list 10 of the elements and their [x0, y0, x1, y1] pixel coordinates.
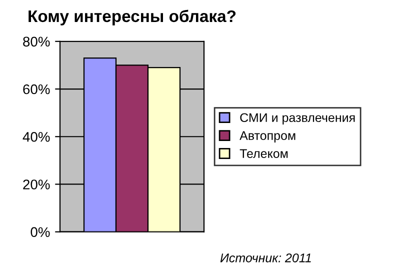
y-tick-label: 0% [30, 227, 50, 238]
legend-label: Телеком [240, 149, 288, 158]
y-tick-label: 20% [23, 180, 50, 190]
legend-label: Автопром [240, 131, 296, 142]
y-tick-label: 40% [22, 132, 50, 142]
text: Источник: 2011 [220, 253, 311, 262]
chart-title: Кому интересны облака? [28, 10, 236, 26]
y-tick-label: 60% [23, 84, 50, 94]
legend-label: СМИ и развлечения [240, 113, 355, 125]
y-tick-label: 80% [23, 36, 50, 47]
